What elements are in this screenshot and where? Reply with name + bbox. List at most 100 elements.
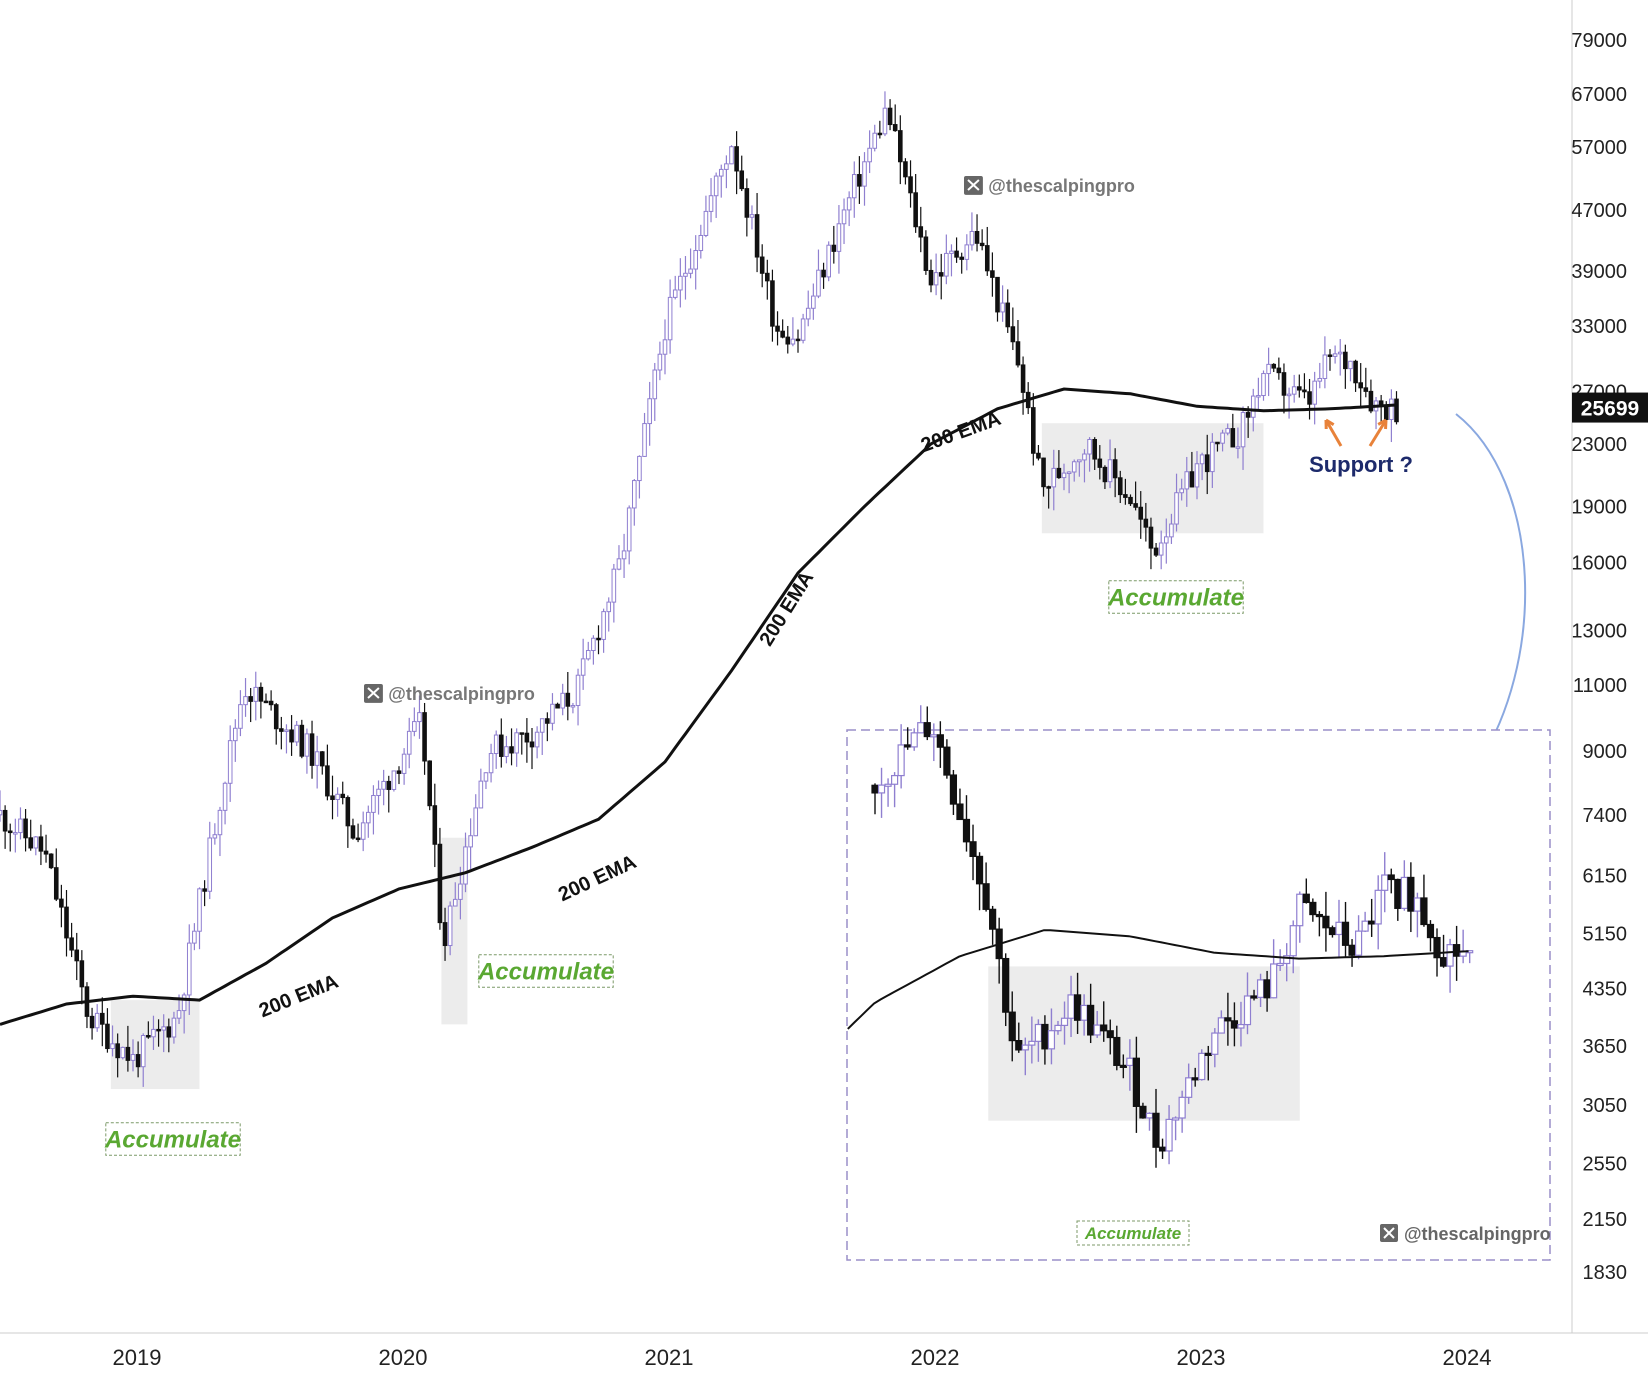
- inset-candle: [1060, 1001, 1069, 1045]
- candle: [949, 244, 954, 277]
- candle: [1240, 406, 1246, 470]
- candle: [493, 730, 499, 769]
- inset-candle: [1172, 1116, 1180, 1141]
- candle: [284, 724, 289, 754]
- inset-candle: [1374, 875, 1382, 950]
- price-tick-label: 57000: [1571, 137, 1627, 159]
- candle: [575, 668, 581, 726]
- candle: [616, 545, 622, 571]
- inset-candle: [1224, 992, 1232, 1046]
- candle: [596, 625, 601, 655]
- candle: [913, 174, 918, 233]
- inset-candle: [1028, 1016, 1036, 1064]
- candle: [1015, 319, 1021, 368]
- candle: [744, 178, 750, 237]
- candle: [1389, 389, 1394, 443]
- candle: [790, 317, 796, 347]
- candle: [1266, 347, 1271, 397]
- candle: [1112, 448, 1118, 498]
- support-label: Support ?: [1309, 452, 1413, 477]
- inset-candle: [891, 772, 899, 808]
- price-tick-label: 3050: [1583, 1095, 1628, 1117]
- inset-candle: [1185, 1063, 1193, 1104]
- candle: [417, 695, 422, 739]
- candle: [125, 1025, 131, 1072]
- inset-candle: [943, 739, 951, 779]
- candle: [53, 848, 59, 902]
- candle: [43, 834, 49, 863]
- candle: [166, 1018, 172, 1053]
- candle: [391, 770, 397, 792]
- inset-candle: [936, 721, 944, 768]
- candle: [1138, 491, 1144, 539]
- candle: [626, 505, 632, 565]
- price-tick-label: 16000: [1571, 553, 1627, 575]
- inset-candle: [989, 905, 997, 945]
- candle: [1164, 518, 1169, 564]
- candle: [524, 718, 530, 763]
- inset-candle: [1165, 1105, 1173, 1165]
- candle: [1230, 413, 1236, 448]
- candle: [882, 91, 888, 137]
- candle: [504, 735, 509, 764]
- candle: [100, 997, 105, 1047]
- candle: [1169, 513, 1174, 544]
- candle: [105, 1008, 110, 1053]
- inset-candle: [1178, 1090, 1186, 1133]
- candle: [192, 923, 197, 951]
- candle: [1148, 517, 1154, 570]
- candle: [1220, 429, 1225, 452]
- candle: [662, 319, 668, 375]
- candle: [422, 702, 427, 775]
- candle: [606, 597, 612, 632]
- inset-candle: [949, 769, 958, 815]
- price-tick-label: 7400: [1583, 805, 1628, 827]
- candle: [1041, 457, 1046, 497]
- accumulate-label-box: [1108, 580, 1244, 614]
- candle: [851, 161, 857, 218]
- inset-candle: [1283, 943, 1291, 982]
- candle: [984, 226, 990, 276]
- candle: [862, 152, 867, 206]
- time-tick-label: 2024: [1443, 1345, 1492, 1370]
- candle: [534, 726, 540, 759]
- candle: [570, 702, 576, 714]
- candle: [514, 728, 519, 767]
- price-tick-label: 5150: [1583, 923, 1628, 945]
- candle: [632, 479, 637, 526]
- candle: [642, 412, 647, 457]
- time-tick-label: 2019: [113, 1345, 162, 1370]
- candle: [1276, 357, 1282, 380]
- candle: [386, 775, 392, 813]
- price-tick-label: 2150: [1583, 1209, 1628, 1231]
- candle: [647, 381, 652, 446]
- candle: [325, 744, 330, 801]
- candle: [227, 725, 233, 802]
- candle: [151, 1015, 156, 1050]
- candle: [463, 832, 468, 893]
- candle: [350, 818, 356, 840]
- inset-candle: [897, 724, 905, 789]
- price-tick-label: 13000: [1571, 621, 1627, 643]
- candle: [1005, 289, 1011, 333]
- candle: [841, 198, 847, 245]
- candle: [207, 821, 213, 900]
- candle: [693, 235, 698, 290]
- candle: [1343, 344, 1348, 389]
- candle: [396, 766, 402, 785]
- candle: [539, 718, 545, 755]
- candle: [146, 1021, 151, 1039]
- candle: [1394, 391, 1399, 425]
- candle: [780, 319, 785, 339]
- inset-candle: [969, 824, 977, 881]
- candle: [867, 130, 872, 174]
- candle: [473, 794, 479, 837]
- candle: [683, 256, 688, 300]
- price-tick-label: 79000: [1571, 30, 1627, 52]
- candle: [708, 178, 714, 223]
- candle: [355, 823, 361, 843]
- candle: [1332, 345, 1338, 364]
- candle: [509, 728, 514, 766]
- candle: [1036, 445, 1041, 461]
